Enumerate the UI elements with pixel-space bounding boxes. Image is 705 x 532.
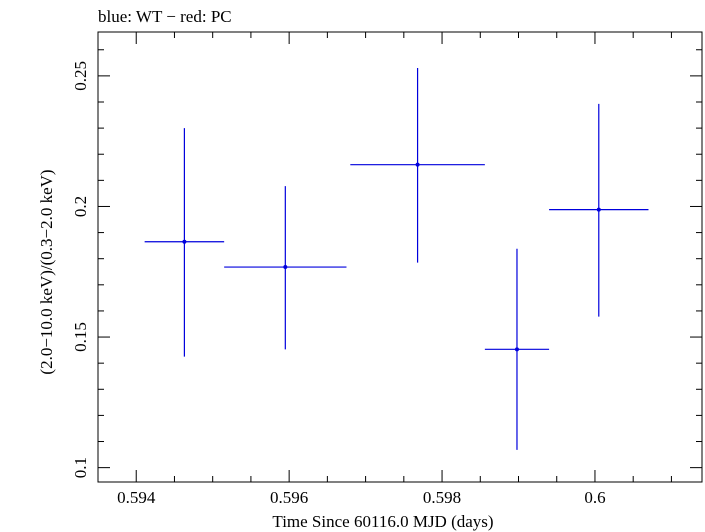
x-tick-label: 0.6 <box>584 488 605 507</box>
data-point <box>350 68 485 263</box>
x-tick-label: 0.598 <box>423 488 461 507</box>
y-tick-label: 0.2 <box>71 196 90 217</box>
y-tick-label: 0.15 <box>71 322 90 352</box>
point-marker <box>415 162 420 167</box>
chart-title: blue: WT − red: PC <box>98 7 232 26</box>
x-axis-tick-labels: 0.594 0.596 0.598 0.6 <box>117 488 605 507</box>
point-marker <box>514 347 519 352</box>
x-axis-label: Time Since 60116.0 MJD (days) <box>272 512 493 531</box>
x-tick-label: 0.594 <box>117 488 156 507</box>
data-point <box>144 128 225 357</box>
x-tick-label: 0.596 <box>270 488 308 507</box>
point-marker <box>283 265 288 270</box>
point-marker <box>182 239 187 244</box>
data-point <box>224 186 347 350</box>
y-tick-label: 0.25 <box>71 61 90 91</box>
y-axis-ticks <box>98 49 702 469</box>
y-tick-label: 0.1 <box>71 457 90 478</box>
data-points <box>144 68 649 450</box>
data-point <box>484 248 550 450</box>
y-axis-tick-labels: 0.1 0.15 0.2 0.25 <box>71 61 90 478</box>
point-marker <box>596 207 601 212</box>
data-point <box>549 103 649 317</box>
x-axis-ticks <box>135 32 672 482</box>
plot-frame <box>97 31 703 483</box>
y-axis-label: (2.0−10.0 keV)/(0.3−2.0 keV) <box>37 169 56 374</box>
